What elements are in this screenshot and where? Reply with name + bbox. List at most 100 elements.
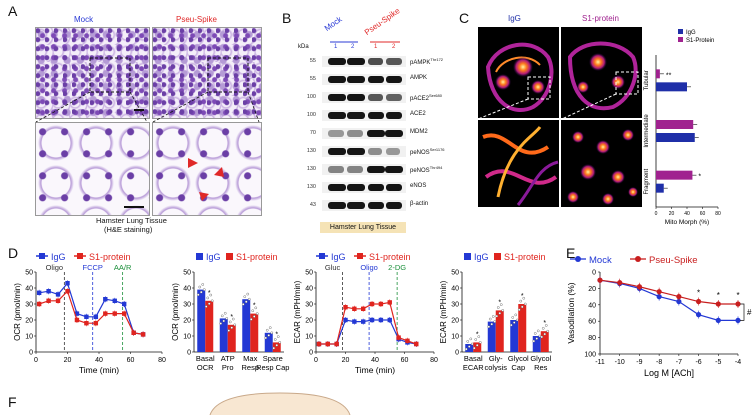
- category-label: Glycol: [530, 354, 551, 363]
- replicate-dot: [519, 299, 523, 303]
- x-tick-label: 20: [342, 357, 350, 364]
- legend-label-igg: IgG: [51, 252, 66, 262]
- series-line-igg: [39, 281, 144, 335]
- x-tick-label: 60: [127, 357, 135, 364]
- legend-label-pseu: Pseu-Spike: [649, 255, 698, 266]
- blot-row-ampk: [322, 74, 406, 85]
- blot-row-ace2: [322, 110, 406, 121]
- replicate-dot: [493, 320, 497, 323]
- x-tick-label: -8: [656, 359, 662, 366]
- replicate-dot: [478, 341, 482, 344]
- injection-label: AA/R: [114, 263, 132, 272]
- x-axis-label: Time (min): [79, 365, 119, 375]
- y-tick-label: 50: [451, 270, 459, 277]
- legend-marker-igg: [39, 253, 45, 259]
- bar-igg: [656, 82, 687, 92]
- micrograph-mock-low: [35, 27, 150, 119]
- data-point-igg: [369, 317, 375, 323]
- x-tick-label: -7: [676, 359, 682, 366]
- x-tick-label: 40: [95, 357, 103, 364]
- panel-c-igg-label: IgG: [508, 14, 521, 23]
- replicate-dot: [496, 306, 500, 309]
- data-point-s1: [361, 306, 366, 311]
- zoom-line-mock-left: [35, 91, 91, 123]
- replicate-dot: [470, 342, 474, 346]
- kda-value: 100: [306, 94, 316, 100]
- legend-marker-mock: [575, 256, 581, 262]
- data-point-igg: [352, 319, 357, 324]
- panel-letter-e: E: [566, 245, 576, 261]
- data-point-pseu: [597, 277, 603, 283]
- y-tick-label: 40: [588, 302, 596, 309]
- significance-mark: *: [476, 331, 479, 338]
- kda-header: kDa: [298, 44, 309, 50]
- fluo-igg-high: [482, 126, 559, 206]
- panel-a-pseu-label: Pseu-Spike: [176, 15, 217, 24]
- blot-label: ACE2: [410, 111, 426, 117]
- y-tick-label: 0: [455, 350, 459, 357]
- bar-igg: [656, 133, 695, 142]
- fluo-s1-low: [567, 41, 638, 111]
- injection-label: 2-DG: [388, 263, 406, 272]
- x-axis-label: Log M [ACh]: [644, 368, 694, 378]
- blot-row-pampk: [322, 56, 406, 67]
- replicate-dot: [275, 343, 279, 347]
- blot-label: pACE2Ser680: [410, 93, 442, 102]
- legend-marker-igg: [319, 253, 325, 259]
- data-point-s1: [131, 330, 136, 335]
- x-tick-label: 60: [700, 211, 706, 217]
- panel-letter-c: C: [459, 10, 470, 26]
- arrowhead-1: [188, 158, 198, 168]
- replicate-dot: [546, 329, 550, 333]
- replicate-dot: [474, 338, 478, 341]
- significance-mark: *: [230, 314, 233, 321]
- category-label: Glycol: [508, 354, 529, 363]
- data-point-pseu: [656, 289, 662, 295]
- replicate-dot: [535, 337, 539, 340]
- replicate-dot: [532, 339, 536, 343]
- kda-value: 43: [309, 202, 316, 208]
- x-tick-label: -11: [595, 359, 605, 366]
- legend-label-s1: S1-protein: [236, 252, 278, 262]
- injection-label: Gluc: [325, 263, 341, 272]
- replicate-dot: [273, 338, 277, 341]
- x-axis-label: Time (min): [355, 365, 395, 375]
- bar-s1: [656, 69, 660, 79]
- blot-row-penos-thr: [322, 164, 406, 175]
- bar-s1: [495, 310, 504, 352]
- data-point-s1: [74, 317, 80, 323]
- y-axis-label: OCR (pmol/min): [171, 283, 180, 341]
- y-tick-label: 20: [305, 318, 313, 325]
- legend-swatch-s1: [494, 253, 501, 260]
- micrograph-pseu-high: [152, 122, 262, 216]
- arrowhead-2: [214, 167, 224, 177]
- replicate-dot: [469, 337, 473, 341]
- data-point-s1: [103, 311, 108, 316]
- lane-number-2: 2: [351, 44, 355, 50]
- blot-label-site: Ser1176: [429, 147, 445, 152]
- lane-number-4: 2: [392, 44, 396, 50]
- legend-label-s1: S1-protein: [504, 252, 546, 262]
- x-tick-label: 20: [669, 211, 675, 217]
- blot-row-bactin: [322, 200, 406, 211]
- y-tick-label: 30: [183, 302, 191, 309]
- data-point-igg: [93, 314, 99, 319]
- category-label: Max: [243, 354, 257, 363]
- replicate-dot: [227, 329, 231, 332]
- zoom-box-mock: [89, 57, 131, 93]
- x-axis-label: Mito Morph (%): [665, 219, 709, 226]
- blot-label: MDM2: [410, 129, 428, 135]
- replicate-dot: [207, 302, 211, 305]
- data-point-pseu: [636, 284, 643, 290]
- data-point-s1: [65, 289, 70, 294]
- data-point-pseu: [617, 280, 623, 286]
- kda-value: 130: [306, 148, 316, 154]
- panel-a-caption-2: (H&E staining): [104, 225, 153, 234]
- blot-label: AMPK: [410, 75, 428, 81]
- replicate-dot: [233, 323, 237, 327]
- replicate-dot: [241, 303, 245, 306]
- category-label: Spare: [263, 354, 283, 363]
- panel-f-partial-shape: [209, 392, 351, 415]
- replicate-dot: [219, 322, 223, 325]
